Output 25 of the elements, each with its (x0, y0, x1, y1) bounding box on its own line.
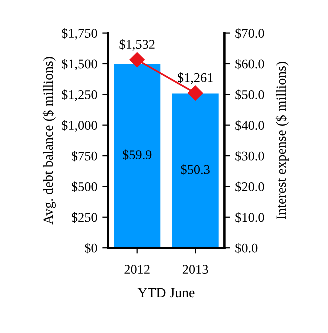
y-tick-label: $750 (72, 151, 98, 162)
x-axis-title: YTD June (138, 288, 195, 298)
y2-tick-label: $40.0 (236, 120, 264, 131)
y2-tick-label: $50.0 (236, 90, 264, 100)
data-label: $50.3 (181, 164, 210, 176)
y2-tick-label: $60.0 (236, 59, 264, 70)
x-tick-label: 2013 (182, 265, 208, 274)
data-label: $59.9 (123, 150, 152, 160)
y-tick-label: $500 (72, 182, 98, 192)
y2-tick-label: $30.0 (236, 151, 264, 162)
data-label: $1,532 (120, 39, 155, 51)
y-tick-label: $250 (72, 212, 98, 223)
y-tick-label: $0 (85, 243, 98, 254)
y2-axis-title: Interest expense ($ millions) (276, 62, 289, 220)
y2-tick-label: $10.0 (236, 212, 264, 223)
y2-tick-label: $70.0 (236, 28, 264, 39)
y-tick-label: $1,250 (62, 90, 98, 102)
y-tick-label: $1,000 (62, 120, 98, 132)
y2-tick-label: $0.0 (236, 243, 258, 254)
y-tick-label: $1,750 (62, 28, 98, 40)
y-axis-title: Avg. debt balance ($ millions) (42, 57, 56, 225)
y2-tick-label: $20.0 (236, 182, 264, 192)
y-tick-label: $1,500 (62, 59, 98, 71)
data-label: $1,261 (178, 72, 213, 84)
x-tick-label: 2012 (124, 265, 150, 274)
